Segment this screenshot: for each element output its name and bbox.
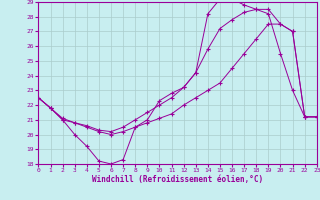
X-axis label: Windchill (Refroidissement éolien,°C): Windchill (Refroidissement éolien,°C) xyxy=(92,175,263,184)
